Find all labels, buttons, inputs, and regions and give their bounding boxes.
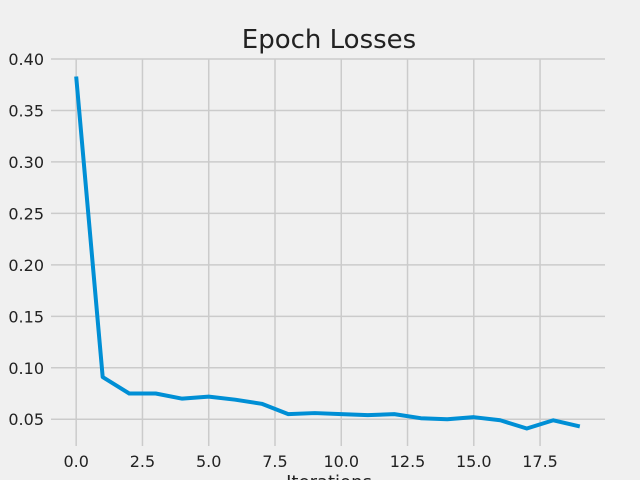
- x-tick-label: 7.5: [262, 452, 287, 471]
- y-tick-label: 0.25: [8, 204, 44, 223]
- x-tick-label: 2.5: [130, 452, 155, 471]
- x-tick-label: 10.0: [323, 452, 359, 471]
- x-tick-label: 12.5: [390, 452, 426, 471]
- y-tick-label: 0.05: [8, 410, 44, 429]
- x-tick-label: 0.0: [63, 452, 88, 471]
- chart-title: Epoch Losses: [242, 25, 416, 55]
- line: [74, 76, 581, 431]
- x-tick-label: 5.0: [196, 452, 221, 471]
- y-tick-label: 0.10: [8, 359, 44, 378]
- y-tick-label: 0.35: [8, 101, 44, 120]
- y-tick-label: 0.40: [8, 50, 44, 69]
- y-tick-label: 0.15: [8, 307, 44, 326]
- x-tick-label: 17.5: [522, 452, 558, 471]
- y-tick-label: 0.30: [8, 153, 44, 172]
- y-tick-label: 0.20: [8, 256, 44, 275]
- x-tick-label: 15.0: [456, 452, 492, 471]
- x-axis-label: Iterations: [286, 472, 372, 480]
